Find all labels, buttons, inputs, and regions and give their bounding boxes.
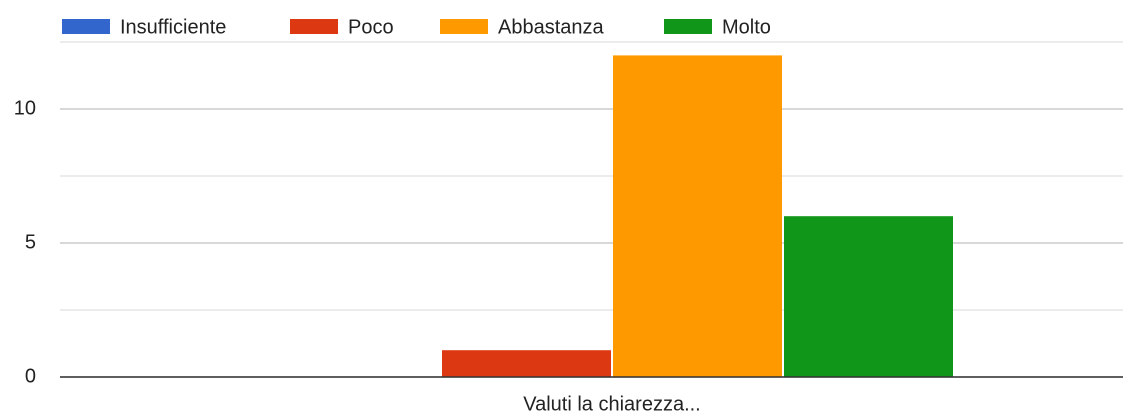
- legend-swatch: [290, 19, 338, 34]
- y-tick-label: 5: [25, 231, 36, 253]
- legend-swatch: [62, 19, 110, 34]
- x-tick-label: Valuti la chiarezza...: [523, 393, 701, 415]
- bar: [613, 55, 782, 378]
- legend-swatch: [440, 19, 488, 34]
- bar: [784, 216, 953, 377]
- y-tick-label: 0: [25, 365, 36, 387]
- legend-label: Abbastanza: [498, 16, 605, 38]
- legend-swatch: [664, 19, 712, 34]
- y-tick-label: 10: [14, 97, 36, 119]
- bar: [442, 350, 611, 377]
- legend-label: Insufficiente: [120, 16, 226, 38]
- legend-label: Molto: [722, 16, 771, 38]
- legend-label: Poco: [348, 16, 394, 38]
